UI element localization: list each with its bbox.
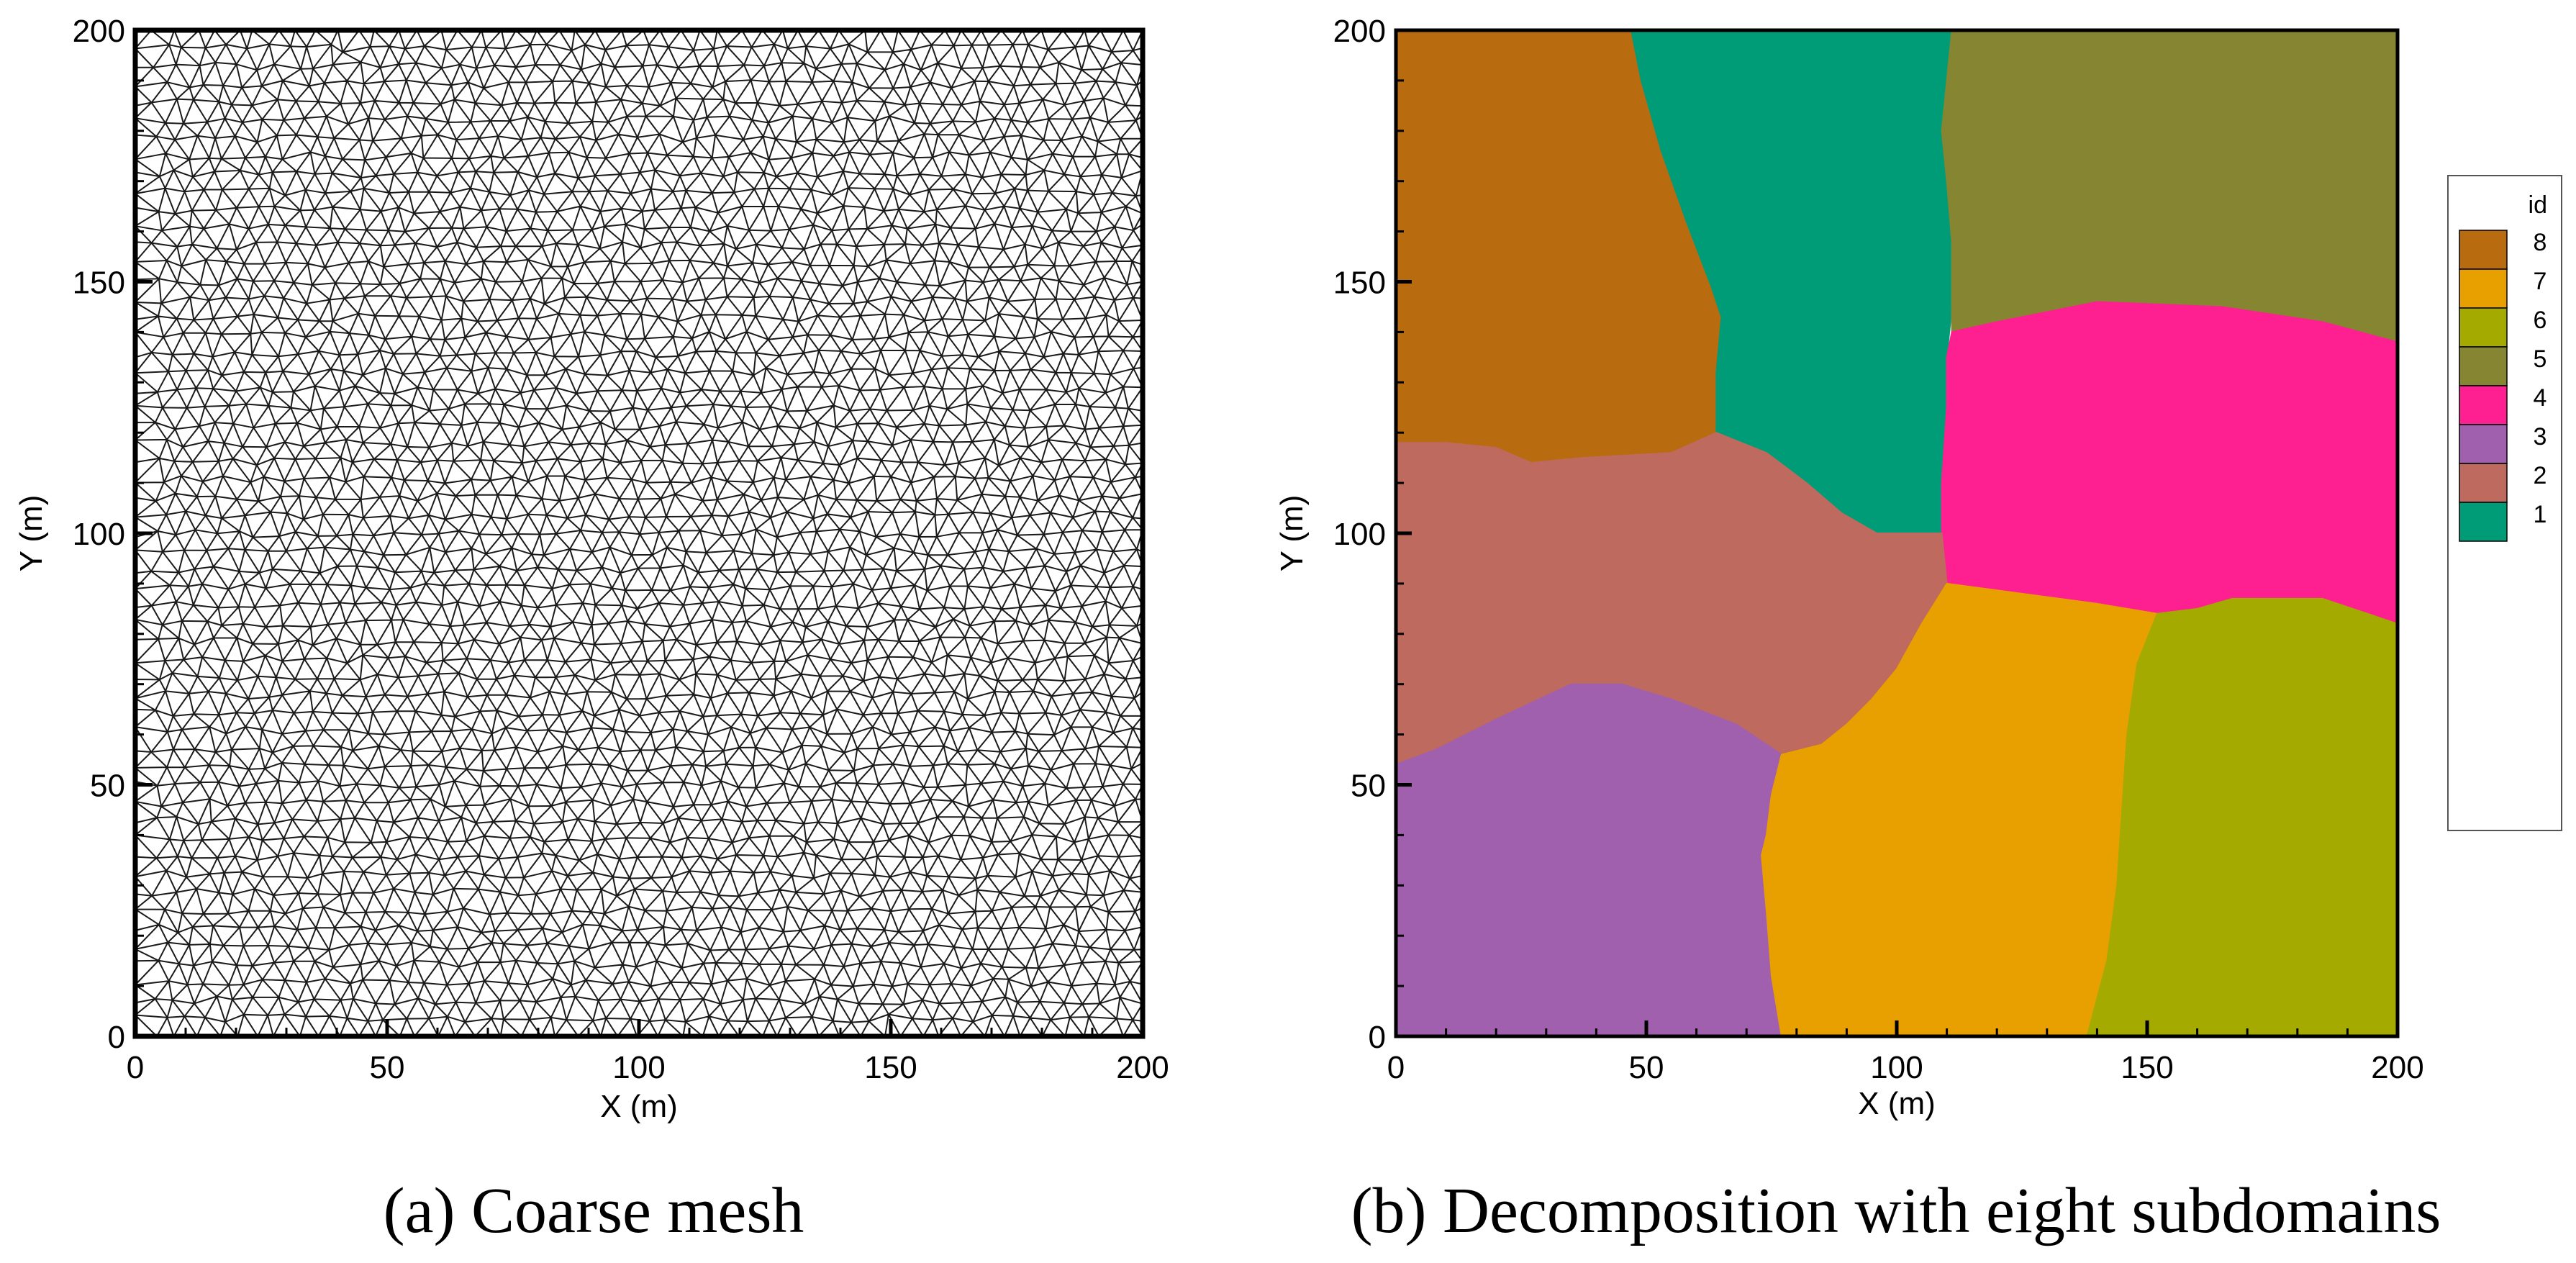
decomposition-x-axis-label: X (m) — [1858, 1086, 1936, 1121]
panel-a: 0 50 100 150 200 0 50 100 150 200 X (m) Y (m) (a… — [14, 14, 1169, 1246]
y-tick-label: 200 — [73, 14, 125, 49]
caption-a: (a) Coarse mesh — [384, 1175, 804, 1246]
legend-swatch — [2459, 346, 2508, 386]
legend-swatch — [2459, 268, 2508, 309]
x-tick-label: 50 — [370, 1050, 405, 1085]
x-tick-label: 150 — [864, 1050, 917, 1085]
legend-swatch — [2459, 307, 2508, 348]
y-tick-label: 200 — [1333, 14, 1386, 49]
legend-label: 8 — [2534, 229, 2547, 256]
panel-b: 0 50 100 150 200 0 50 100 150 200 X (m) Y (m) id… — [1274, 14, 2562, 1246]
legend-label: 5 — [2534, 345, 2547, 373]
y-tick-label: 50 — [90, 769, 125, 804]
legend-label: 2 — [2534, 462, 2547, 489]
mesh-y-axis-label: Y (m) — [14, 495, 49, 572]
legend-label: 1 — [2534, 501, 2547, 528]
legend-swatch — [2459, 424, 2508, 464]
x-tick-label: 150 — [2121, 1050, 2173, 1085]
y-tick-label: 50 — [1351, 769, 1386, 804]
x-tick-label: 200 — [2371, 1050, 2423, 1085]
decomposition-y-ticks: 0 50 100 150 200 — [1333, 14, 1412, 1055]
decomposition-y-axis-label: Y (m) — [1274, 495, 1310, 572]
decomposition-x-ticks: 0 50 100 150 200 — [1387, 1020, 2424, 1085]
mesh-x-axis-label: X (m) — [600, 1089, 678, 1124]
mesh-x-ticks: 0 50 100 150 200 — [127, 1019, 1169, 1085]
x-tick-label: 0 — [127, 1050, 144, 1085]
x-tick-label: 200 — [1116, 1050, 1169, 1085]
caption-b: (b) Decomposition with eight subdomains — [1351, 1175, 2441, 1246]
legend-items: 8 7 6 5 4 3 2 1 — [2459, 229, 2547, 542]
legend: id 8 7 6 5 4 3 2 1 — [2447, 175, 2562, 831]
legend-title: id — [2529, 191, 2547, 219]
mesh-y-ticks: 0 50 100 150 200 — [73, 14, 153, 1055]
subdomain-6 — [1941, 30, 2398, 343]
legend-label: 7 — [2534, 268, 2547, 295]
x-tick-label: 0 — [1387, 1050, 1405, 1085]
legend-swatch — [2459, 502, 2508, 542]
y-tick-label: 150 — [73, 266, 125, 301]
legend-label: 6 — [2534, 307, 2547, 334]
legend-label: 4 — [2534, 384, 2547, 412]
legend-swatch — [2459, 230, 2508, 270]
y-tick-label: 100 — [73, 517, 125, 552]
legend-swatch — [2459, 463, 2508, 503]
legend-label: 3 — [2534, 423, 2547, 451]
x-tick-label: 100 — [612, 1050, 665, 1085]
y-tick-label: 100 — [1333, 517, 1386, 552]
y-tick-label: 0 — [108, 1020, 125, 1055]
x-tick-label: 100 — [1870, 1050, 1923, 1085]
x-tick-label: 50 — [1629, 1050, 1664, 1085]
subdomain-regions — [1395, 30, 2398, 1037]
y-tick-label: 0 — [1369, 1020, 1386, 1055]
subdomain-5 — [1941, 301, 2398, 625]
y-tick-label: 150 — [1333, 266, 1386, 301]
legend-swatch — [2459, 385, 2508, 425]
